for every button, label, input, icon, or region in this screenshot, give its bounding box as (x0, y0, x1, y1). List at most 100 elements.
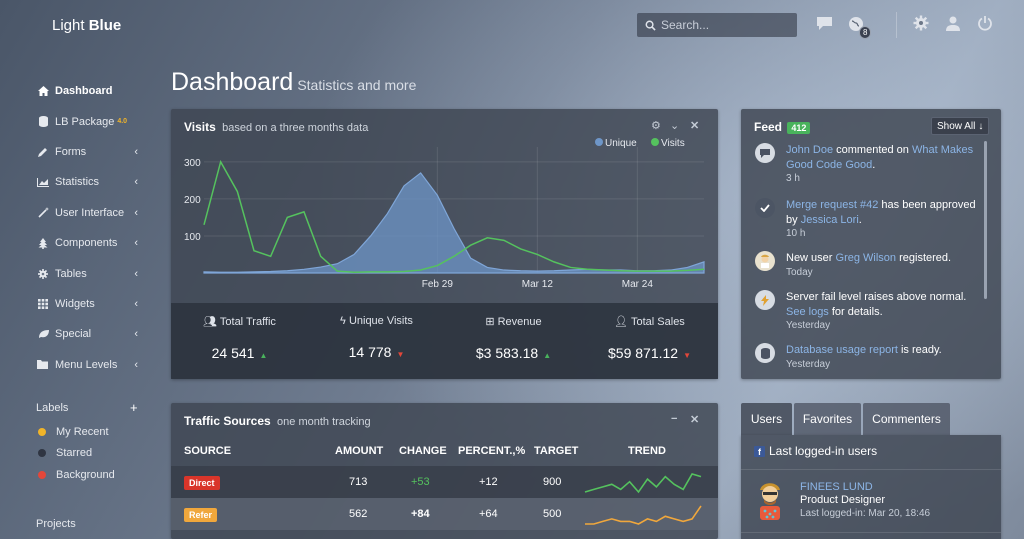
feed-scrollbar[interactable] (984, 141, 987, 299)
sidebar-item-user-interface[interactable]: User Interface ‹ (36, 198, 156, 228)
feed-panel: Feed 412 Show All ↓ John Doe commented on… (741, 109, 1001, 379)
y-tick-label: 100 (184, 232, 201, 243)
feed-link[interactable]: Greg Wilson (835, 252, 897, 264)
tab-favorites[interactable]: Favorites (794, 403, 861, 435)
trend-sparkline (585, 505, 702, 525)
feed-link[interactable]: John Doe (786, 144, 834, 156)
sidebar-item-label: Special (55, 328, 92, 341)
pencil-icon (36, 147, 50, 157)
feed-link[interactable]: What Makes Good Code Good (786, 144, 974, 171)
page-title: Dashboard Statistics and more (171, 68, 416, 97)
tab-users[interactable]: Users (741, 403, 792, 435)
brand-logo[interactable]: Light Blue (52, 17, 121, 34)
feed-link[interactable]: Merge request #42 (786, 199, 879, 211)
feed-link[interactable]: Jessica Lori (800, 213, 859, 226)
sidebar-item-tables[interactable]: Tables ‹ (36, 258, 156, 288)
user-avatar-icon (755, 251, 775, 271)
sidebar-item-widgets[interactable]: Widgets ‹ (36, 289, 156, 319)
user-icon[interactable] (945, 15, 961, 31)
chevron-down-icon[interactable]: ⌄ (670, 120, 680, 132)
visits-panel: Visits based on a three months data ⚙ ⌄ … (171, 109, 718, 379)
feed-item: John Doe commented on What Makes Good Co… (755, 143, 985, 187)
label-background[interactable]: Background (38, 469, 115, 481)
x-tick-label: Mar 24 (622, 279, 654, 290)
traffic-sources-panel: Traffic Sources one month tracking − ✕ S… (171, 403, 718, 539)
users-header: f Last logged-in users (754, 444, 877, 458)
visits-title: Visits based on a three months data (184, 120, 368, 134)
feed-text: for details. (831, 305, 883, 318)
sidebar-item-label: Statistics (55, 176, 100, 189)
feed-text: registered. (899, 252, 952, 264)
search-box[interactable]: Search... (637, 13, 797, 37)
facebook-icon: f (754, 445, 765, 457)
column-header[interactable]: AMOUNT (335, 445, 384, 457)
settings-icon[interactable]: ⚙ (651, 120, 661, 132)
sidebar-item-statistics[interactable]: Statistics ‹ (36, 167, 156, 197)
feed-title: Feed 412 (754, 120, 811, 134)
sidebar-item-components[interactable]: Components ‹ (36, 228, 156, 258)
visits-subtitle: based on a three months data (222, 122, 369, 134)
sidebar-item-special[interactable]: Special ‹ (36, 319, 156, 349)
visits-title-text: Visits (184, 120, 216, 134)
grid-icon (36, 298, 50, 309)
close-icon[interactable]: ✕ (690, 414, 700, 426)
arrow-down-icon: ↓ (978, 120, 984, 132)
percent-cell: +64 (479, 508, 498, 520)
chevron-left-icon: ‹ (134, 206, 138, 219)
user-last-login: Last logged-in: Mar 20, 18:46 (800, 508, 931, 519)
divider (741, 532, 1001, 533)
column-header[interactable]: CHANGE (399, 445, 447, 457)
sparkline-path (585, 505, 702, 525)
power-icon[interactable] (977, 15, 993, 31)
trend-sparkline (584, 473, 702, 494)
table-row[interactable]: Direct 713 +53 +12 900 (171, 466, 718, 498)
stat-value: $59 871.12 (608, 345, 679, 361)
column-header[interactable]: TARGET (534, 445, 579, 457)
x-tick-label: Feb 29 (422, 279, 454, 290)
gear-icon[interactable] (913, 15, 929, 31)
table-row[interactable]: Refer 562 +84 +64 500 (171, 498, 718, 530)
minimize-icon[interactable]: − (671, 413, 678, 425)
user-role: Product Designer (800, 494, 885, 506)
sidebar-item-dashboard[interactable]: Dashboard (36, 76, 156, 106)
sidebar-item-label: User Interface (55, 206, 125, 219)
feed-link[interactable]: Database usage report (786, 344, 898, 356)
label-starred[interactable]: Starred (38, 447, 92, 459)
comment-icon (755, 143, 775, 163)
label-my-recent[interactable]: My Recent (38, 426, 109, 438)
column-header[interactable]: TREND (628, 445, 666, 457)
amount-cell: 713 (349, 476, 368, 488)
user-info: FINEES LUND Product Designer Last logged… (800, 481, 930, 520)
label-dot (38, 471, 46, 479)
sidebar-item-lb-package[interactable]: LB Package 4.0 (36, 106, 156, 136)
source-tag: Refer (184, 508, 218, 522)
page-subtitle: Statistics and more (297, 77, 417, 93)
legend-label: Unique (605, 138, 637, 149)
feed-link[interactable]: See logs (786, 305, 829, 318)
sidebar-item-menu-levels[interactable]: Menu Levels ‹ (36, 350, 156, 380)
user-avatar[interactable] (755, 480, 785, 522)
add-label-button[interactable]: + (130, 400, 138, 415)
sidebar-item-forms[interactable]: Forms ‹ (36, 137, 156, 167)
sidebar-nav: Dashboard LB Package 4.0 Forms ‹ Statistic… (36, 76, 156, 380)
change-cell: +53 (411, 476, 430, 488)
users-panel: f Last logged-in users FINEES LUND Produ… (741, 435, 1001, 539)
feed-text: . (872, 158, 876, 171)
show-all-label: Show All (937, 120, 976, 132)
page-title-text: Dashboard (171, 68, 294, 96)
database-icon (36, 116, 50, 128)
search-icon (645, 20, 656, 31)
close-icon[interactable]: ✕ (690, 120, 700, 132)
tree-icon (36, 237, 50, 249)
show-all-button[interactable]: Show All ↓ (931, 117, 990, 135)
feed-time: Yesterday (786, 320, 831, 331)
search-input[interactable]: Search... (661, 18, 710, 32)
chat-icon[interactable] (816, 15, 833, 31)
column-header[interactable]: PERCENT.,% (458, 445, 526, 457)
column-header[interactable]: SOURCE (184, 445, 232, 457)
stat-total-sales: 👤︎ Total Sales $59 871.12 ▼ (581, 315, 718, 361)
series-visits-line (203, 159, 705, 274)
tab-commenters[interactable]: Commenters (863, 403, 950, 435)
user-name[interactable]: FINEES LUND (800, 481, 873, 493)
version-badge: 4.0 (117, 118, 128, 126)
